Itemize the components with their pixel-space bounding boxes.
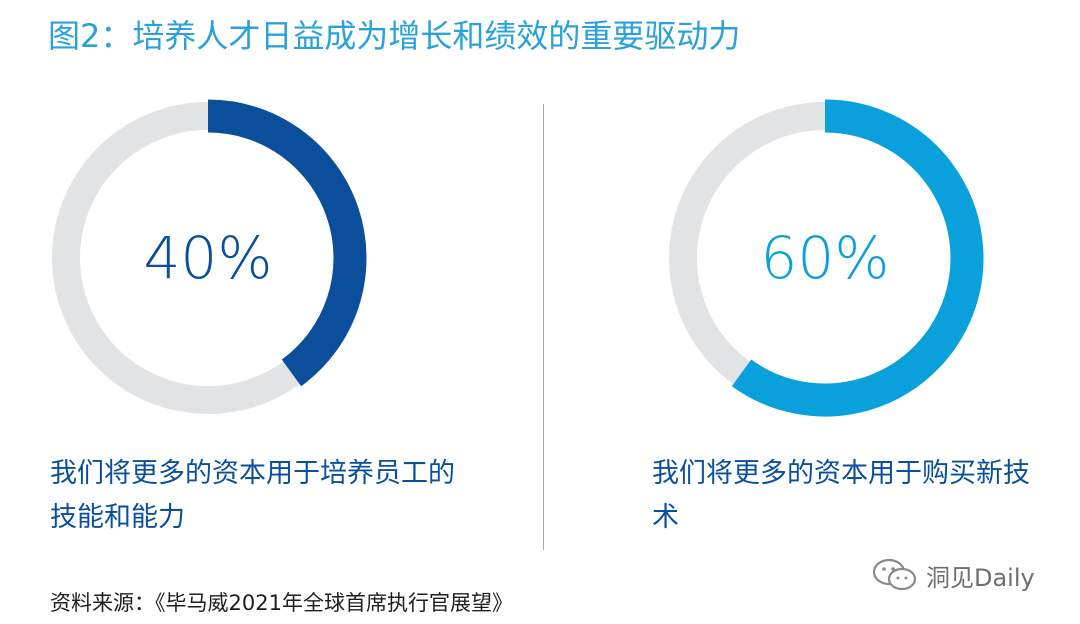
chart-title: 图2：培养人才日益成为增长和绩效的重要驱动力	[48, 17, 741, 55]
donut-segment-skills	[207, 99, 367, 387]
donut-chart-skills: 40%	[48, 98, 368, 418]
category-label-skills: 我们将更多的资本用于培养员工的技能和能力	[50, 458, 455, 533]
category-label-technology: 我们将更多的资本用于购买新技术	[652, 458, 1030, 533]
donut-svg-technology	[669, 99, 984, 417]
value-label-technology: 60%	[760, 224, 890, 292]
donut-segment-technology	[731, 99, 984, 417]
divider-line	[543, 104, 544, 550]
value-label-skills: 40%	[143, 224, 273, 292]
watermark: 洞见Daily	[872, 556, 1035, 594]
source-note: 资料来源：《毕马威2021年全球首席执行官展望》	[50, 591, 513, 615]
donut-chart-technology: 60%	[665, 98, 985, 418]
wechat-icon	[872, 558, 917, 591]
watermark-text: 洞见Daily	[926, 563, 1035, 592]
donut-svg-skills	[52, 99, 367, 414]
